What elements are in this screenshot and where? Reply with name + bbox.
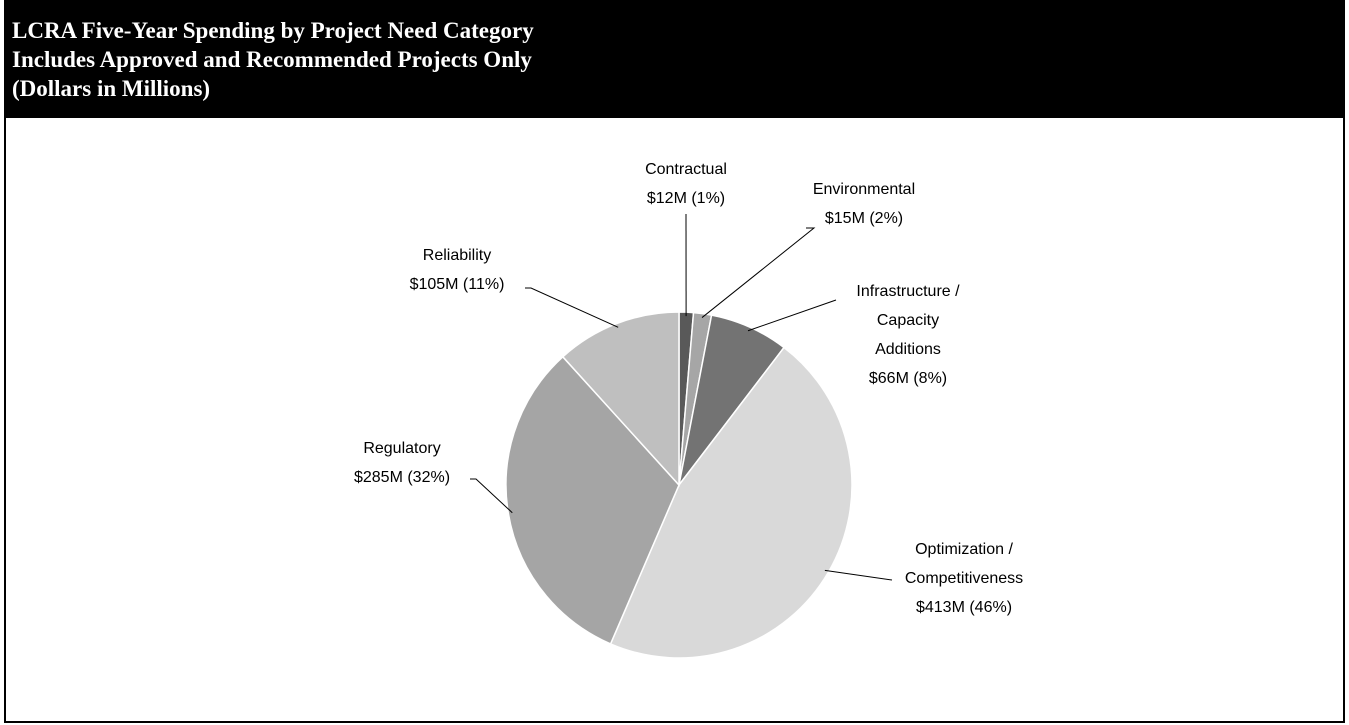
value-label: $12M (1%) (646, 190, 726, 207)
slice-label: Reliability $105M (11%) (382, 241, 532, 299)
pie-slice (561, 311, 680, 487)
value-label: $413M (46%) (915, 599, 1013, 616)
leader-line (470, 478, 513, 514)
leader-line (525, 287, 619, 328)
chart-subtitle: Includes Approved and Recommended Projec… (12, 47, 532, 72)
value-label: $15M (2%) (824, 210, 904, 227)
slice-label: Regulatory $285M (32%) (327, 434, 477, 492)
category-label: Optimization / Competitiveness (904, 541, 1024, 587)
chart-title: LCRA Five-Year Spending by Project Need … (12, 18, 534, 43)
slice-label: Environmental $15M (2%) (794, 175, 934, 233)
category-label: Regulatory (363, 440, 441, 457)
slice-label: Optimization / Competitiveness $413M (46%… (889, 535, 1039, 622)
pie-slice (505, 355, 680, 645)
slice-label: Infrastructure / Capacity Additions $66M … (848, 277, 968, 393)
units-note: (Dollars in Millions) (12, 76, 211, 101)
category-label: Environmental (812, 181, 916, 198)
value-label: $66M (8%) (868, 370, 948, 387)
category-label: Reliability (422, 247, 492, 264)
category-label: Infrastructure / Capacity Additions (856, 283, 960, 358)
leader-line (747, 299, 837, 332)
leader-line (824, 569, 893, 581)
value-label: $285M (32%) (353, 469, 451, 486)
category-label: Contractual (645, 161, 727, 178)
header: LCRA Five-Year Spending by Project Need … (6, 2, 1343, 118)
chart (470, 213, 893, 659)
leader-line (701, 227, 816, 318)
pie-slice (609, 346, 853, 659)
slice-label: Contractual $12M (1%) (616, 155, 756, 213)
frame: LCRA Five-Year Spending by Project Need … (4, 0, 1345, 723)
value-label: $105M (11%) (409, 276, 505, 293)
